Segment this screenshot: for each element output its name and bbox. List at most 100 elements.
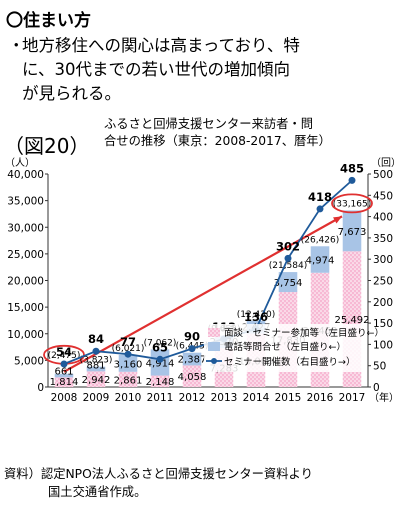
label-phone-inquiry: 7,673	[338, 227, 367, 238]
legend-label-phone-inquiry: 電話等問合せ（左目盛り←）	[224, 341, 346, 353]
trend-arrow-line	[63, 215, 343, 373]
label-seminar-count: 302	[276, 239, 300, 253]
label-interview-seminar: 25,492	[335, 315, 370, 326]
bullet-line-3: が見られる。	[22, 84, 121, 103]
trend-arrow-head	[333, 216, 342, 224]
bar-phone-inquiry	[118, 354, 138, 372]
bar-interview-seminar	[54, 377, 74, 387]
label-phone-inquiry: 661	[54, 366, 73, 377]
figure-title-line-1: ふるさと回帰支援センター来訪者・問	[104, 117, 314, 131]
left-tick-label: 20,000	[7, 276, 44, 288]
bar-interview-seminar	[86, 371, 106, 387]
bullet-line-2: に、30代までの若い世代の増加傾向	[22, 60, 291, 79]
right-tick-label: 0	[373, 382, 380, 394]
right-tick-label: 250	[373, 276, 393, 288]
x-tick-label: 2008	[51, 392, 78, 404]
bar-interview-seminar	[150, 375, 170, 387]
chart-visitors-inquiries: 0 5,000 10,000 15,000 20,000 25,000 30,000 35,0…	[5, 157, 401, 404]
seminar-count-point	[284, 254, 292, 262]
seminar-count-point	[188, 345, 196, 353]
seminar-count-point	[348, 176, 356, 184]
x-tick-label: 2017	[339, 392, 366, 404]
label-total: (21,584)	[269, 261, 308, 271]
label-seminar-count: 54	[56, 345, 72, 359]
label-total: (7,062)	[144, 338, 177, 348]
label-seminar-count: 77	[120, 335, 136, 349]
right-tick-label: 500	[373, 169, 393, 181]
label-phone-inquiry: 3,754	[274, 278, 303, 289]
label-interview-seminar: 4,058	[178, 372, 207, 383]
seminar-count-point	[92, 347, 100, 355]
bar-phone-inquiry	[54, 373, 74, 378]
page-heading: 〇住まい方	[6, 11, 91, 31]
figure-title: ふるさと回帰支援センター来訪者・問 合せの推移（東京：2008-2017、暦年）	[104, 116, 331, 150]
x-tick-label: 2011	[147, 392, 174, 404]
source-note: 資料）認定NPO法人ふるさと回帰支援センター資料より 国土交通省作成。	[4, 465, 313, 501]
label-interview-seminar: 1,814	[50, 377, 79, 388]
seminar-count-point	[60, 360, 68, 368]
x-tick-label: 2010	[115, 392, 142, 404]
seminar-count-point	[156, 355, 164, 363]
figure-title-line-2: 合せの推移（東京：2008-2017、暦年）	[104, 134, 331, 148]
legend-swatch-phone-inquiry	[208, 342, 220, 351]
label-seminar-count: 65	[152, 340, 168, 354]
left-tick-label: 30,000	[7, 222, 44, 234]
label-phone-inquiry: 2,387	[178, 354, 207, 365]
label-total: (33,165)	[333, 199, 372, 209]
x-tick-label: 2015	[275, 392, 302, 404]
legend-box	[204, 324, 362, 372]
x-tick-label: 2014	[243, 392, 270, 404]
right-tick-label: 200	[373, 297, 393, 309]
bar-interview-seminar	[118, 371, 138, 387]
right-tick-label: 300	[373, 254, 393, 266]
legend-label-seminar-count: セミナー開催数（右目盛り→）	[224, 356, 355, 368]
label-interview-seminar: 2,942	[82, 375, 111, 386]
legend-label-interview-seminar: 面談・セミナー参加等（左目盛り←）	[224, 327, 384, 339]
x-tick-label: 2009	[83, 392, 110, 404]
right-tick-label: 400	[373, 212, 393, 224]
label-total: (6,021)	[112, 344, 145, 354]
total-highlight-circle	[331, 193, 373, 214]
left-tick-label: 10,000	[7, 329, 44, 341]
label-total: (12,430)	[237, 310, 276, 320]
right-tick-label: 50	[373, 361, 386, 373]
bar-phone-inquiry	[86, 366, 106, 372]
left-axis-unit: （人）	[5, 157, 35, 169]
x-axis-unit: （年）	[369, 391, 399, 404]
left-tick-label: 5,000	[14, 355, 44, 367]
bullet-marker: ・	[8, 36, 25, 55]
right-tick-label: 150	[373, 318, 393, 330]
label-seminar-count: 90	[184, 330, 200, 344]
bar-phone-inquiry	[278, 272, 298, 293]
x-tick-label: 2016	[307, 392, 334, 404]
bar-phone-inquiry	[310, 246, 330, 273]
label-interview-seminar: 2,148	[146, 377, 175, 388]
label-total: (2,475)	[48, 351, 81, 361]
x-tick-label: 2013	[211, 392, 238, 404]
label-phone-inquiry: 881	[86, 360, 105, 371]
label-total: (3,823)	[80, 356, 113, 366]
left-tick-label: 15,000	[7, 302, 44, 314]
label-phone-inquiry: 4,914	[146, 358, 175, 369]
label-interview-seminar: 2,861	[114, 375, 143, 386]
left-tick-label: 0	[37, 382, 44, 394]
bar-interview-seminar	[182, 365, 202, 387]
source-line-2: 国土交通省作成。	[48, 485, 147, 499]
label-seminar-count: 84	[88, 332, 104, 346]
label-seminar-count: 418	[308, 190, 332, 204]
label-phone-inquiry: 3,160	[114, 359, 143, 370]
bullet-text: ・地方移住への関心は高まっており、特 に、30代までの若い世代の増加傾向 が見ら…	[8, 34, 402, 106]
right-tick-label: 350	[373, 233, 393, 245]
seminar-count-point	[124, 350, 132, 358]
bar-phone-inquiry	[182, 352, 202, 366]
right-tick-label: 450	[373, 190, 393, 202]
label-seminar-count: 136	[244, 310, 268, 324]
label-seminar-count: 485	[340, 161, 364, 175]
legend-swatch-seminar-point	[211, 358, 217, 364]
right-tick-label: 100	[373, 339, 393, 351]
left-tick-label: 25,000	[7, 249, 44, 261]
bar-phone-inquiry	[342, 210, 362, 252]
label-phone-inquiry: 4,974	[306, 256, 335, 267]
source-line-1: 資料）認定NPO法人ふるさと回帰支援センター資料より	[4, 467, 313, 481]
label-total: (26,426)	[301, 235, 340, 245]
